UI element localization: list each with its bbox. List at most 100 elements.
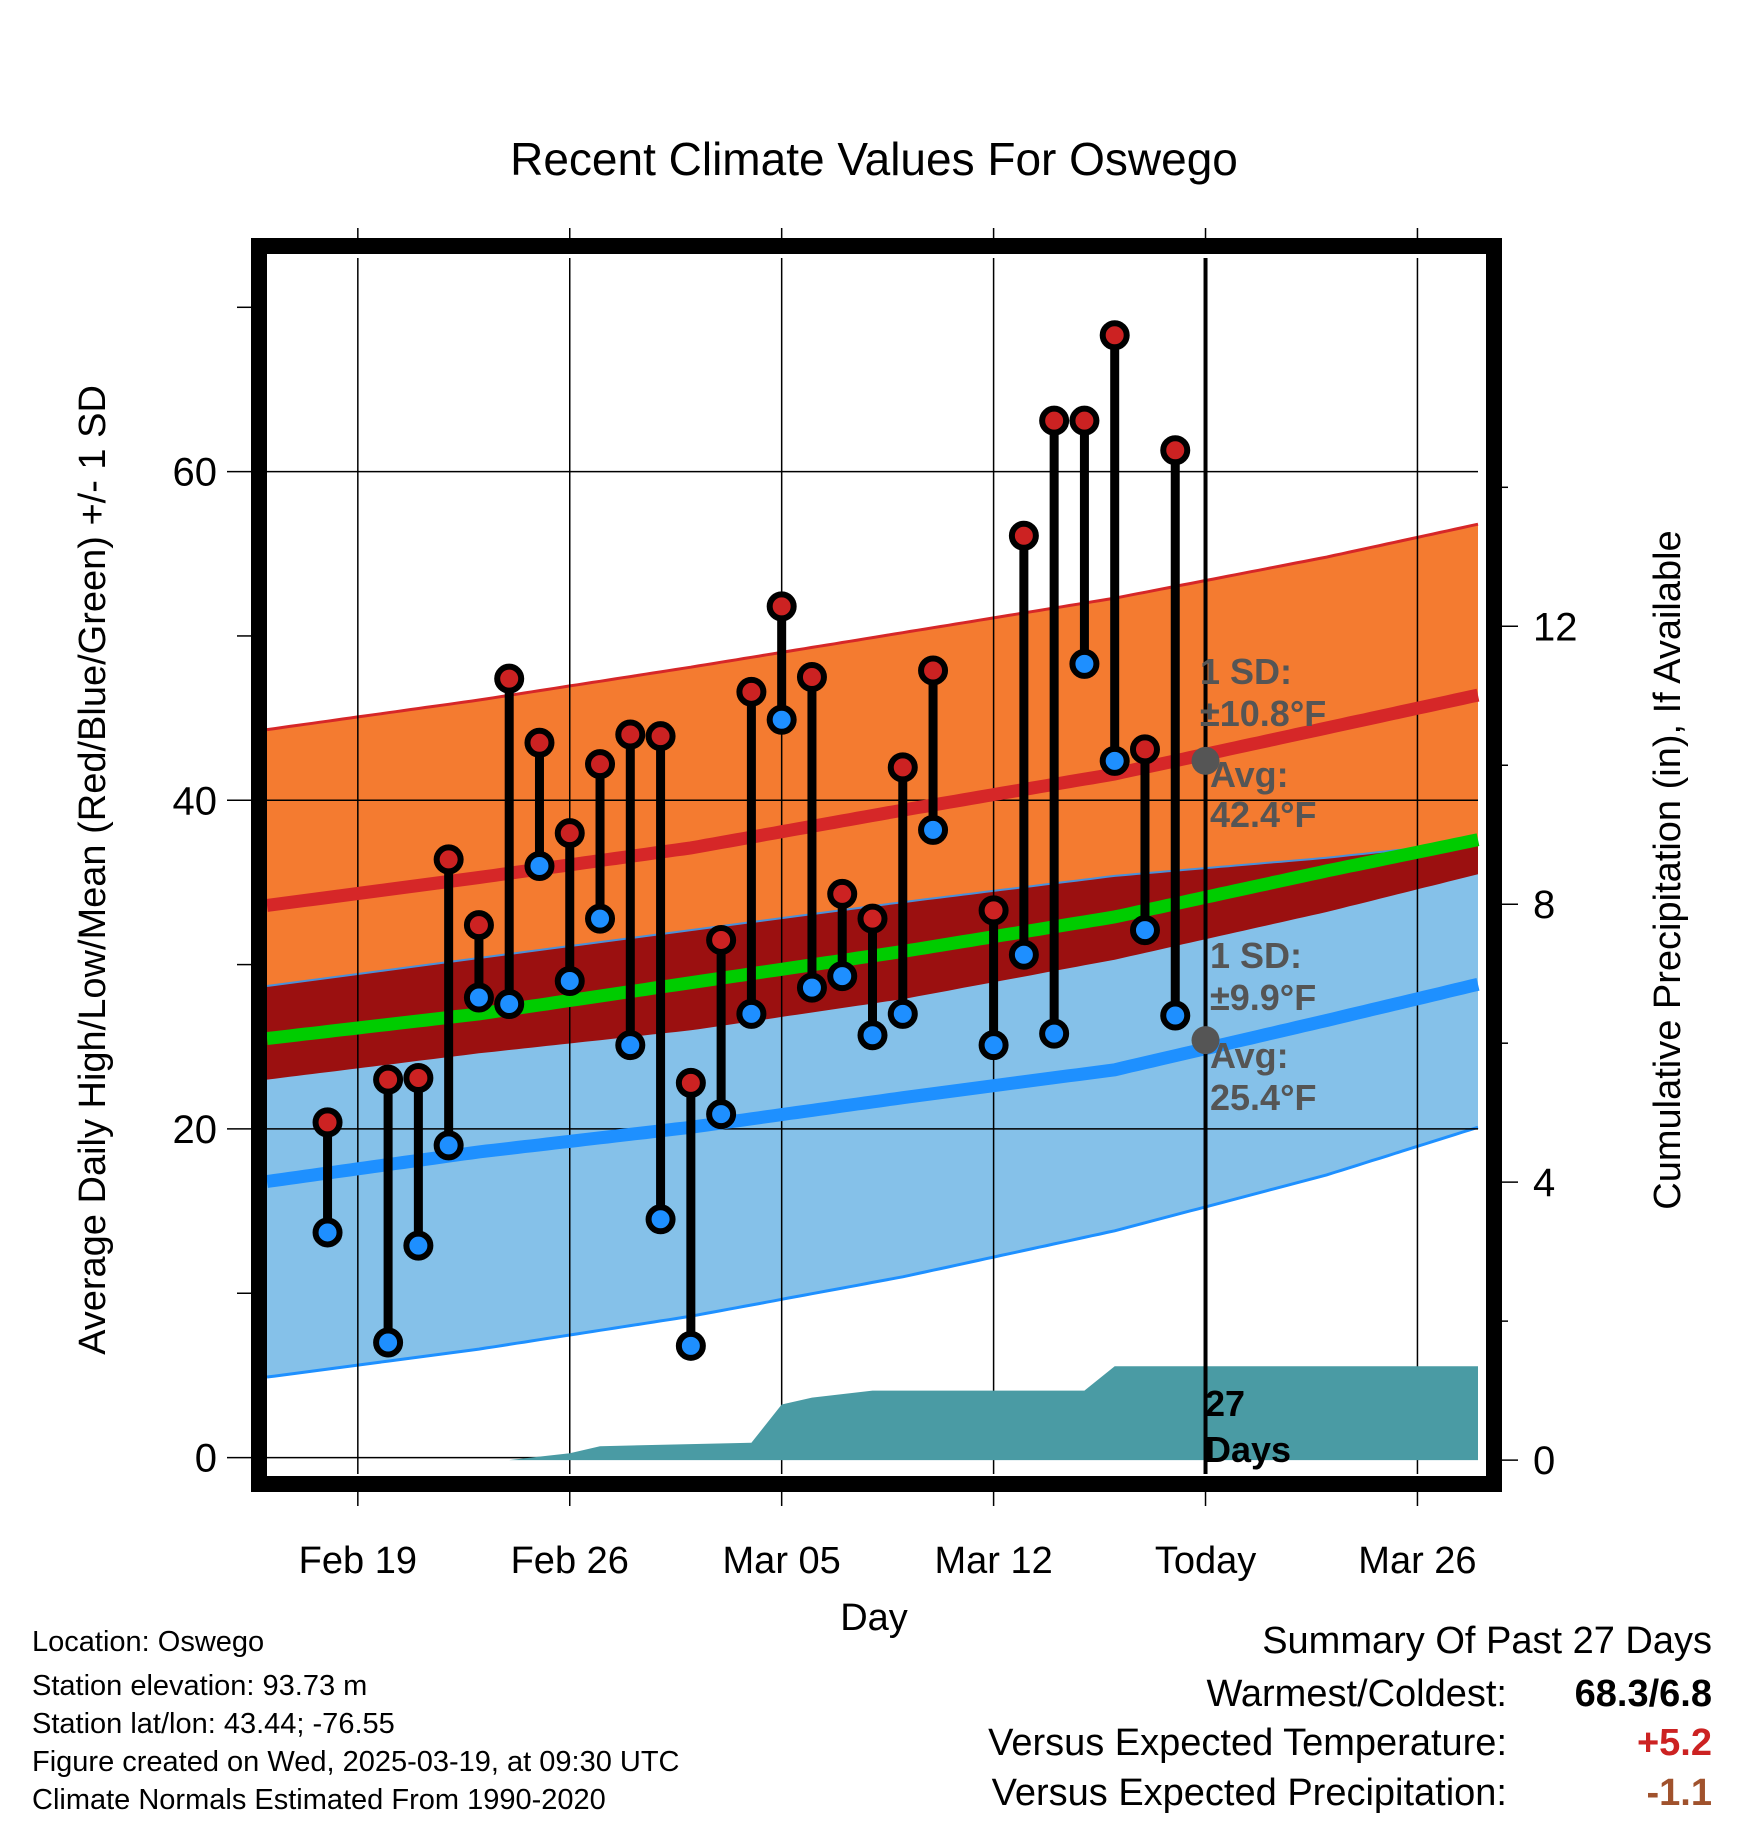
high-point <box>766 591 797 622</box>
precip-value: -1.1 <box>1646 1772 1712 1814</box>
low-point <box>1039 1018 1070 1049</box>
high-point <box>433 844 464 875</box>
high-point <box>312 1107 343 1138</box>
low-sd-value: ±9.9°F <box>1210 977 1316 1018</box>
x-tick-label: Feb 26 <box>511 1540 629 1582</box>
low-point <box>463 982 494 1013</box>
info-normals: Climate Normals Estimated From 1990-2020 <box>32 1784 606 1816</box>
low-point <box>494 989 525 1020</box>
plot-frame <box>251 238 1502 1492</box>
y-tick-label: 20 <box>173 1108 218 1152</box>
high-point <box>554 818 585 849</box>
high-avg-line <box>266 688 1480 912</box>
y2-tick-label: 0 <box>1533 1439 1555 1483</box>
low-lower-edge <box>266 1125 1479 1379</box>
high-point <box>585 749 616 780</box>
high-point <box>796 662 827 693</box>
low-point <box>1008 939 1039 970</box>
warm-cold-label: Warmest/Coldest: <box>1206 1673 1507 1715</box>
y2-axis-label: Cumulative Precipitation (in), If Availa… <box>1647 530 1689 1209</box>
high-point <box>887 752 918 783</box>
summary-warm-cold: Warmest/Coldest: 68.3/6.8 <box>1206 1673 1712 1716</box>
low-point <box>978 1030 1009 1061</box>
high-sd-value: ±10.8°F <box>1200 693 1326 734</box>
x-axis-label: Day <box>840 1597 908 1639</box>
high-sd-label: 1 SD: <box>1200 651 1292 692</box>
precip-area <box>267 1366 1478 1461</box>
low-point <box>433 1130 464 1161</box>
y-tick-label: 0 <box>195 1437 217 1481</box>
high-point <box>978 895 1009 926</box>
low-point <box>554 966 585 997</box>
x-tick-label: Mar 12 <box>934 1540 1052 1582</box>
high-point <box>463 910 494 941</box>
x-tick-label: Feb 19 <box>299 1540 417 1582</box>
high-point <box>827 878 858 909</box>
low-point <box>706 1099 737 1130</box>
low-avg-label: Avg: <box>1210 1035 1289 1076</box>
y2-tick-label: 4 <box>1533 1161 1555 1205</box>
low-point <box>1160 1000 1191 1031</box>
info-latlon: Station lat/lon: 43.44; -76.55 <box>32 1708 395 1740</box>
low-point <box>857 1020 888 1051</box>
y-axis-label: Average Daily High/Low/Mean (Red/Blue/Gr… <box>72 385 114 1355</box>
low-point <box>736 998 767 1029</box>
y2-tick-label: 8 <box>1533 883 1555 927</box>
high-point <box>736 676 767 707</box>
low-point <box>615 1030 646 1061</box>
low-point <box>524 851 555 881</box>
low-point <box>827 961 858 992</box>
info-location: Location: Oswego <box>32 1626 265 1658</box>
x-tick-label: Today <box>1155 1540 1256 1582</box>
high-avg-label: Avg: <box>1210 754 1289 795</box>
low-point <box>645 1204 676 1235</box>
low-point <box>1099 745 1130 776</box>
days-label: Days <box>1205 1429 1291 1470</box>
high-point <box>645 721 676 752</box>
y-tick-label: 40 <box>173 779 218 823</box>
low-point <box>312 1217 343 1248</box>
x-tick-label: Mar 26 <box>1358 1540 1476 1582</box>
summary-title: Summary Of Past 27 Days <box>1262 1620 1712 1662</box>
station-info: Location: Oswego Station elevation: 93.7… <box>32 1625 680 1817</box>
info-created: Figure created on Wed, 2025-03-19, at 09… <box>32 1746 680 1778</box>
today-low-avg-marker <box>1191 1026 1220 1055</box>
high-upper-edge <box>266 522 1479 732</box>
high-point <box>857 903 888 934</box>
low-point <box>1069 648 1100 679</box>
high-point <box>675 1067 706 1098</box>
summary-temp: Versus Expected Temperature: +5.2 <box>988 1722 1712 1765</box>
high-point <box>706 924 737 955</box>
high-point <box>1039 405 1070 436</box>
precip-label: Versus Expected Precipitation: <box>991 1772 1507 1814</box>
high-point <box>918 655 949 686</box>
high-point <box>403 1062 434 1093</box>
y-tick-label: 60 <box>173 451 218 495</box>
high-point <box>1069 405 1100 436</box>
temp-label: Versus Expected Temperature: <box>988 1722 1507 1764</box>
today-high-avg-marker <box>1191 746 1220 775</box>
high-point <box>1099 320 1130 351</box>
high-point <box>494 663 525 694</box>
high-point <box>1008 520 1039 551</box>
high-point <box>1160 435 1191 466</box>
summary-precip: Versus Expected Precipitation: -1.1 <box>992 1772 1712 1815</box>
low-point <box>918 814 949 845</box>
high-point <box>373 1064 404 1095</box>
low-point <box>766 704 797 735</box>
low-point <box>887 998 918 1029</box>
high-point <box>524 727 555 758</box>
high-point <box>615 719 646 750</box>
chart-title: Recent Climate Values For Oswego <box>510 133 1238 185</box>
info-elevation: Station elevation: 93.73 m <box>32 1670 368 1702</box>
low-avg-line <box>266 977 1480 1188</box>
low-point <box>585 903 616 934</box>
low-point <box>403 1230 434 1261</box>
temp-value: +5.2 <box>1636 1722 1712 1764</box>
low-point <box>796 972 827 1003</box>
high-avg-value: 42.4°F <box>1210 794 1316 835</box>
days-count: 27 <box>1205 1383 1245 1424</box>
low-point <box>1129 915 1160 946</box>
warm-cold-value: 68.3/6.8 <box>1574 1673 1712 1715</box>
